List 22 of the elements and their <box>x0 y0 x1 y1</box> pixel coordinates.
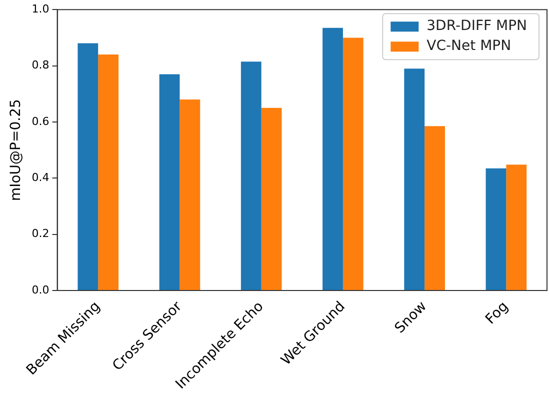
bar <box>98 54 119 290</box>
y-tick-label: 0.4 <box>32 171 50 184</box>
bar <box>342 38 364 290</box>
legend-label: 3DR-DIFF MPN <box>426 18 527 34</box>
bar <box>180 99 200 290</box>
bar <box>424 126 445 290</box>
y-axis-title: mIoU@P=0.25 <box>8 99 24 202</box>
bar <box>78 43 98 290</box>
bar <box>261 108 282 290</box>
y-tick-label: 0.6 <box>32 114 50 128</box>
bar <box>322 28 343 290</box>
bar <box>506 164 527 290</box>
bar <box>159 74 180 290</box>
y-tick-label: 0.2 <box>32 227 50 240</box>
y-tick-label: 0.0 <box>32 283 50 296</box>
bar <box>486 168 506 290</box>
y-tick-label: 0.8 <box>32 58 50 72</box>
y-tick-label: 1.0 <box>32 2 50 16</box>
bar <box>404 68 425 290</box>
legend-label: VC-Net MPN <box>426 38 512 54</box>
bar <box>240 62 262 290</box>
x-tick-label: Fog <box>482 298 512 328</box>
